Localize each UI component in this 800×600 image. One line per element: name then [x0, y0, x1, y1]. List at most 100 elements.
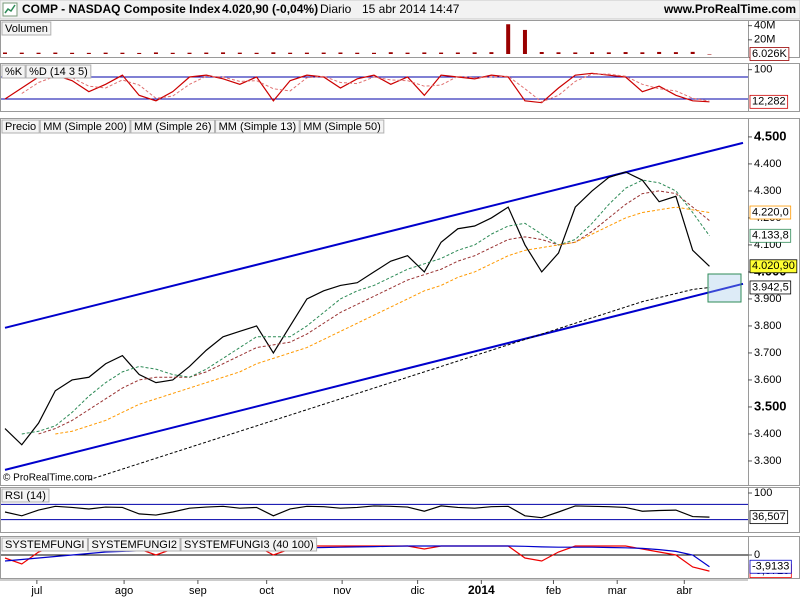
legend-box	[87, 537, 181, 552]
volume-bar	[707, 53, 712, 55]
panel: 20M 40M 6.026K Volumen	[0, 20, 800, 61]
volume-bar	[19, 52, 24, 54]
legend-box	[1, 119, 40, 134]
volume-bar	[405, 52, 410, 54]
panel: 0-5,3720-3,9133SYSTEMFUNGISYSTEMFUNGI2SY…	[0, 536, 800, 579]
y-tick-label: 4.500	[754, 128, 787, 143]
site: www.ProRealTime.com	[663, 2, 796, 16]
last-value-box	[749, 205, 792, 220]
panel: 100 36,507 RSI (14)	[0, 487, 800, 533]
moving-average-line	[38, 190, 710, 435]
volume-bar	[53, 52, 58, 54]
x-tick-label: jul	[30, 585, 42, 597]
volume-bar	[304, 52, 309, 54]
x-axis: jul ago sep oct nov dic 2014 feb mar abr	[0, 579, 748, 597]
panel-background	[0, 118, 749, 486]
legend-label: Precio	[5, 121, 36, 133]
legend-label: SYSTEMFUNGI3 (40 100)	[184, 539, 314, 551]
panel-background	[0, 487, 749, 533]
moving-average-line	[21, 73, 710, 103]
last-value-label: 4.133,8	[752, 230, 789, 242]
plot-area	[3, 24, 712, 55]
legend-box	[1, 537, 88, 552]
volume-bar	[338, 52, 343, 54]
plot-area	[4, 141, 744, 481]
panel: 100 12,282 %K %D (14 3 5)	[0, 63, 800, 112]
legend-item: MM (Simple 26)	[130, 119, 216, 134]
legend-label: Volumen	[5, 23, 48, 35]
x-tick-label: dic	[411, 585, 426, 597]
legend-box	[25, 64, 92, 79]
y-tick-label: 3.600	[754, 374, 782, 386]
legend-label: MM (Simple 13)	[219, 121, 297, 133]
legend-label: %D (14 3 5)	[29, 66, 88, 78]
last-value-label: 4.020,90	[752, 260, 795, 272]
legend-item: MM (Simple 13)	[215, 119, 300, 134]
volume-bar	[690, 51, 695, 54]
panel-background	[0, 20, 749, 58]
legend-item: SYSTEMFUNGI3 (40 100)	[180, 537, 318, 552]
volume-bar	[489, 52, 494, 54]
icon-line	[4, 4, 16, 14]
moving-average-line	[21, 179, 710, 435]
y-tick-label: 100	[754, 487, 772, 499]
volume-bar	[254, 52, 259, 54]
volume-bar	[590, 52, 595, 54]
volume-bar	[36, 52, 41, 54]
legend-item: %K	[1, 64, 26, 79]
y-tick-label: 3.300	[754, 455, 782, 467]
x-tick-label: sep	[189, 585, 207, 597]
y-tick-label: 3.800	[754, 320, 782, 332]
y-tick-label: 3.900	[754, 293, 782, 305]
legend-label: MM (Simple 200)	[43, 121, 127, 133]
panel-background	[0, 63, 749, 112]
volume-bar	[455, 52, 460, 54]
plot-area	[1, 503, 748, 521]
volume-bar	[422, 52, 427, 54]
last-value-box	[749, 228, 792, 243]
volume-bar	[271, 52, 276, 54]
volume-bar	[372, 52, 376, 54]
x-tick-label: nov	[333, 585, 351, 597]
volume-bar	[539, 52, 544, 54]
legend-item: MM (Simple 200)	[39, 119, 131, 134]
y-tick-label: 100	[754, 64, 772, 76]
volume-bar	[103, 52, 108, 54]
legend-label: MM (Simple 50)	[303, 121, 381, 133]
x-tick-label: abr	[676, 585, 692, 597]
volume-bar	[120, 52, 125, 54]
quote: 4.020,90 (-0,04%)	[222, 2, 318, 16]
volume-bar	[657, 51, 662, 54]
legend-box	[39, 119, 131, 134]
y-tick-label: 4.300	[754, 185, 782, 197]
legend-label: RSI (14)	[5, 490, 46, 502]
legend-item: SYSTEMFUNGI	[1, 537, 88, 552]
legend-item: SYSTEMFUNGI2	[87, 537, 181, 552]
highlight-box	[707, 273, 742, 303]
series-line	[4, 72, 710, 104]
volume-bar	[439, 52, 444, 54]
volume-bar	[86, 52, 91, 54]
legend-label: %K	[5, 66, 23, 78]
app-icon	[2, 2, 18, 17]
volume-bar	[623, 52, 628, 54]
series-line	[4, 505, 710, 519]
y-tick-label: 3.700	[754, 347, 782, 359]
volume-bar	[237, 52, 242, 54]
volume-bar	[3, 52, 7, 54]
legend-box	[180, 537, 318, 552]
volume-bar	[70, 52, 75, 54]
y-tick-label: 0	[754, 549, 760, 561]
moving-average-line	[88, 286, 710, 481]
x-tick-label: ago	[115, 585, 133, 597]
y-tick-label: 20M	[754, 34, 775, 46]
header-bar	[0, 0, 800, 20]
last-value-label: 4.220,0	[752, 206, 789, 218]
volume-bar	[153, 52, 158, 54]
volume-bar	[573, 52, 578, 54]
axis-background	[748, 487, 800, 533]
plot-area	[1, 72, 748, 104]
volume-bar	[522, 29, 527, 54]
last-value-box	[749, 47, 790, 61]
legend-label: SYSTEMFUNGI2	[91, 539, 177, 551]
